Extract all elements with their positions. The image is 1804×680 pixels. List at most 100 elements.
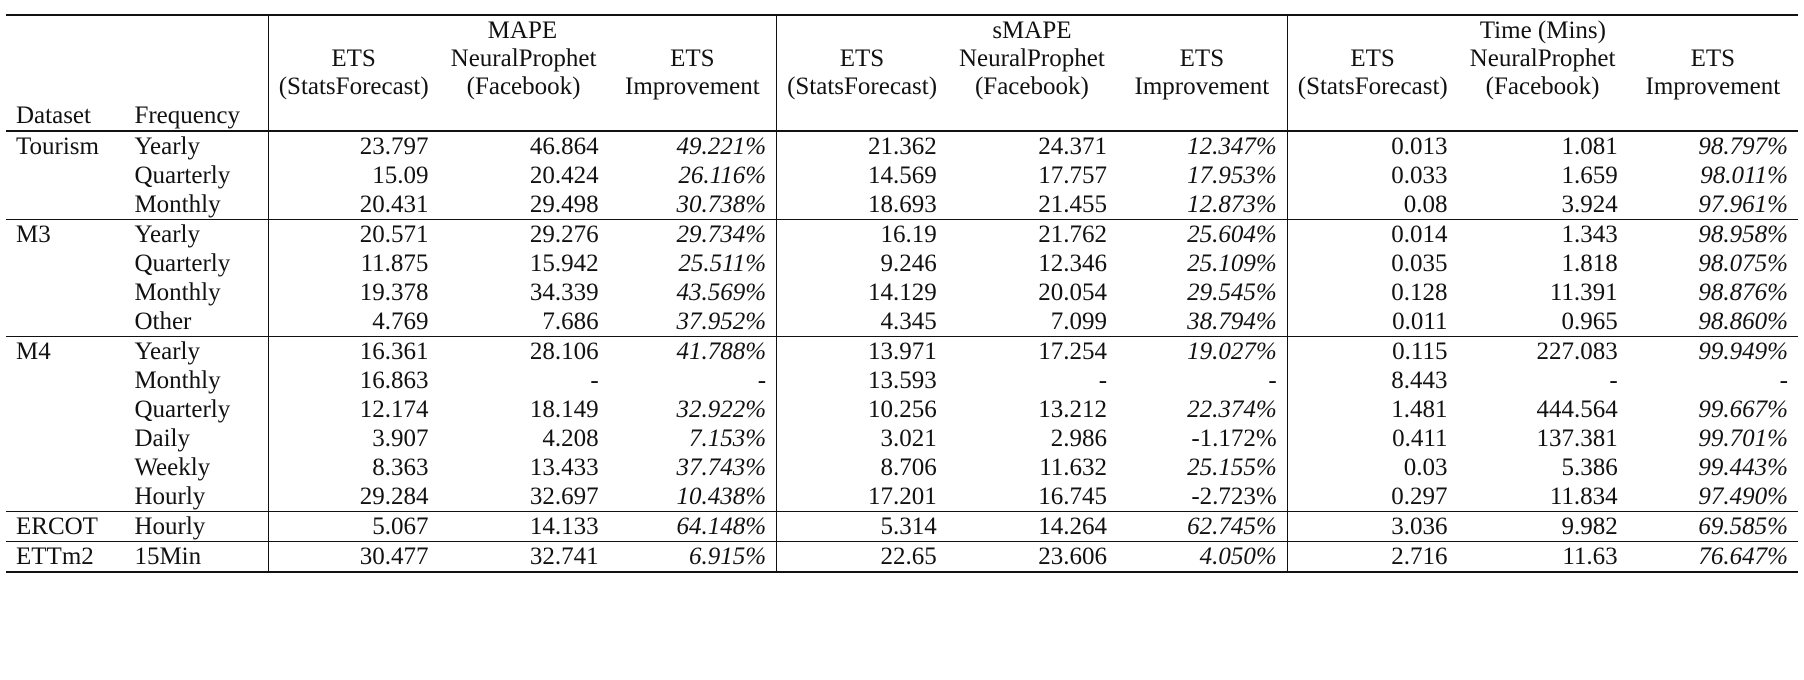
value-cell: 16.863 bbox=[359, 367, 429, 394]
value-cell: 3.924 bbox=[1561, 191, 1618, 218]
improvement-cell: 49.221% bbox=[608, 131, 778, 161]
table-row: ETTm2 15Min 30.477 32.741 6.915% 22.65 23.606 4… bbox=[6, 541, 1798, 573]
value-cell: 0.965 bbox=[1561, 308, 1618, 335]
improvement-cell: 41.788% bbox=[608, 336, 778, 366]
value-cell: 5.386 bbox=[1561, 454, 1618, 481]
improvement-cell: 98.958% bbox=[1627, 219, 1798, 249]
value-cell: 13.212 bbox=[1038, 396, 1108, 423]
value-cell: 1.343 bbox=[1457, 219, 1628, 249]
improvement-cell: 4.050% bbox=[1117, 541, 1288, 573]
label-header-row: Dataset Frequency bbox=[6, 101, 1798, 132]
improvement-cell: 25.155% bbox=[1117, 453, 1288, 482]
improvement-cell: 26.116% bbox=[608, 161, 778, 190]
value-cell: - bbox=[1609, 367, 1618, 394]
table-row: Quarterly 11.875 15.942 25.511% 9.246 12.346 2… bbox=[6, 249, 1798, 278]
improvement-cell: -2.723% bbox=[1117, 482, 1288, 512]
dataset-cell: M4 bbox=[6, 336, 125, 366]
improvement-cell: - bbox=[1117, 366, 1288, 395]
model-name-subline: (StatsForecast) bbox=[278, 73, 429, 100]
improvement-cell: 30.738% bbox=[608, 190, 778, 220]
improvement-cell: 43.569% bbox=[608, 278, 778, 307]
model-name-subline: (Facebook) bbox=[1485, 73, 1600, 100]
value-cell: 227.083 bbox=[1457, 336, 1628, 366]
table-row: Daily 3.907 4.208 7.153% 3.021 2.986 -1.172% 0.… bbox=[6, 424, 1798, 453]
value-cell: 8.443 bbox=[1391, 367, 1448, 394]
model-name-line: ETS bbox=[670, 45, 715, 72]
value-cell: 4.208 bbox=[542, 425, 599, 452]
dataset-cell bbox=[6, 307, 124, 337]
improvement-cell: 98.797% bbox=[1698, 133, 1788, 160]
blank-header-cell bbox=[1287, 101, 1458, 132]
improvement-cell: 98.075% bbox=[1698, 250, 1788, 277]
model-header-1-1: NeuralProphet (Facebook) bbox=[947, 45, 1117, 101]
blank-header-cell bbox=[608, 101, 778, 132]
frequency-cell: Monthly bbox=[124, 190, 269, 220]
dataset-column-header: Dataset bbox=[6, 101, 125, 132]
value-cell: 9.982 bbox=[1457, 511, 1628, 542]
frequency-cell: Monthly bbox=[124, 366, 269, 395]
model-name-subline: Improvement bbox=[625, 73, 760, 100]
blank-header-cell bbox=[1627, 101, 1798, 132]
model-name-line: ETS bbox=[1690, 45, 1736, 72]
improvement-cell: 6.915% bbox=[608, 541, 778, 573]
frequency-cell: Yearly bbox=[124, 131, 269, 161]
model-header-2-0: ETS (StatsForecast) bbox=[1287, 45, 1457, 101]
table-row: Quarterly 12.174 18.149 32.922% 10.256 13.212… bbox=[6, 395, 1798, 424]
value-cell: 13.433 bbox=[529, 454, 599, 481]
blank-header-cell bbox=[1117, 101, 1288, 132]
value-cell: 32.697 bbox=[529, 483, 599, 510]
value-cell: 11.391 bbox=[1549, 279, 1618, 306]
value-cell: 22.65 bbox=[776, 541, 947, 573]
improvement-cell: 29.545% bbox=[1117, 278, 1288, 307]
dataset-cell bbox=[6, 424, 124, 453]
model-name-line: ETS bbox=[1179, 45, 1225, 72]
table-row: Monthly 16.863- -13.593- -8.443- - bbox=[6, 366, 1798, 395]
dataset-cell bbox=[6, 190, 124, 220]
improvement-cell: 98.876% bbox=[1698, 279, 1788, 306]
value-cell: 11.834 bbox=[1549, 483, 1618, 510]
value-cell: 18.693 bbox=[868, 191, 937, 218]
blank-header-cell bbox=[268, 101, 439, 132]
value-cell: 7.686 bbox=[542, 308, 599, 335]
improvement-cell: -1.172% bbox=[1117, 424, 1288, 453]
value-cell: 28.106 bbox=[438, 336, 609, 366]
value-cell: 12.174 bbox=[359, 396, 429, 423]
model-name-line: NeuralProphet bbox=[450, 45, 597, 72]
value-cell: 0.128 bbox=[1391, 279, 1448, 306]
blank-header-cell bbox=[776, 101, 947, 132]
value-cell: 20.424 bbox=[529, 162, 599, 189]
improvement-cell: 29.734% bbox=[608, 219, 778, 249]
model-name-subline: (Facebook) bbox=[466, 73, 581, 100]
table-row: Hourly 29.284 32.697 10.438% 17.201 16.745 -2.… bbox=[6, 482, 1798, 512]
value-cell: 14.133 bbox=[438, 511, 609, 542]
dataset-cell bbox=[6, 366, 124, 395]
improvement-cell: 97.961% bbox=[1698, 191, 1788, 218]
value-cell: 7.099 bbox=[1050, 308, 1108, 335]
improvement-cell: 19.027% bbox=[1117, 336, 1288, 366]
value-cell: 4.769 bbox=[372, 308, 429, 335]
table-row: M4 Yearly 16.361 28.106 41.788% 13.971 17.254 1… bbox=[6, 336, 1798, 366]
improvement-cell: 99.443% bbox=[1698, 454, 1788, 481]
model-header-0-1: NeuralProphet (Facebook) bbox=[438, 45, 608, 101]
value-cell: 15.09 bbox=[372, 162, 429, 189]
table-row: Tourism Yearly 23.797 46.864 49.221% 21.362 24… bbox=[6, 131, 1798, 161]
improvement-cell: 32.922% bbox=[608, 395, 778, 424]
improvement-cell: 22.374% bbox=[1117, 395, 1288, 424]
value-cell: 11.875 bbox=[360, 250, 429, 277]
results-table: MAPE sMAPE Time (Mins) ETS (StatsForecast… bbox=[6, 14, 1798, 573]
table-row: Other 4.769 7.686 37.952% 4.345 7.099 38.794% 0… bbox=[6, 307, 1798, 337]
dataset-cell: ERCOT bbox=[6, 511, 125, 542]
improvement-cell: 69.585% bbox=[1627, 511, 1798, 542]
value-cell: 14.569 bbox=[868, 162, 937, 189]
value-cell: 13.593 bbox=[868, 367, 937, 394]
improvement-cell: 37.952% bbox=[608, 307, 778, 337]
dataset-cell bbox=[6, 161, 124, 190]
value-cell: 15.942 bbox=[529, 250, 599, 277]
model-name-subline: Improvement bbox=[1645, 73, 1781, 100]
improvement-cell: 98.011% bbox=[1700, 162, 1788, 189]
improvement-cell: - bbox=[1779, 367, 1788, 394]
dataset-cell bbox=[6, 482, 124, 512]
value-cell: 34.339 bbox=[529, 279, 599, 306]
value-cell: 24.371 bbox=[1038, 133, 1108, 160]
value-cell: 21.362 bbox=[868, 133, 937, 160]
